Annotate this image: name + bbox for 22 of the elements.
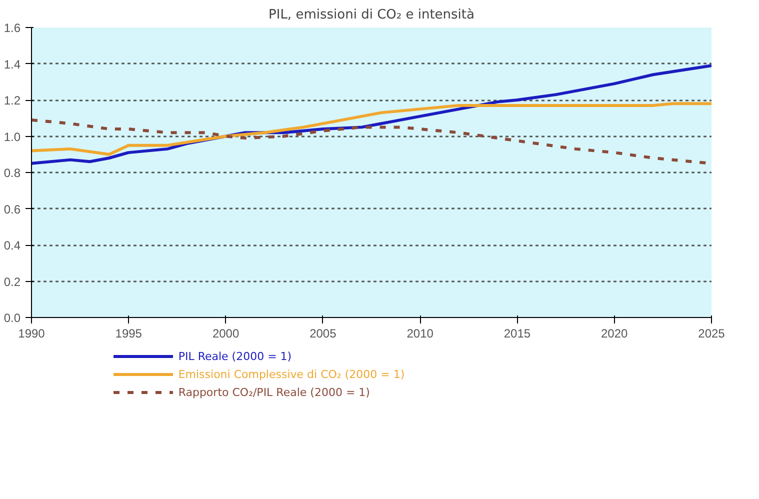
y-tick-label: 1.0 — [4, 130, 21, 144]
x-tick-label: 1995 — [115, 326, 142, 340]
x-tick-label: 2000 — [212, 326, 240, 340]
y-tick-label: 0.6 — [4, 202, 21, 216]
x-tick-label: 2005 — [310, 326, 337, 340]
x-tick-label: 2010 — [406, 326, 434, 340]
x-tick-label: 1990 — [18, 326, 46, 340]
chart-title: PIL, emissioni di CO₂ e intensità — [268, 8, 474, 22]
y-tick-label: 1.6 — [4, 21, 21, 35]
text: PIL Reale (2000 = 1) — [178, 349, 292, 363]
x-tick-label: 2020 — [601, 326, 628, 340]
y-tick-label: 0.2 — [4, 274, 21, 289]
y-tick-label: 0.0 — [4, 311, 21, 325]
text: Emissioni Complessive di CO₂ (2000 = 1) — [178, 367, 405, 381]
line-series — [32, 102, 712, 156]
y-tick-label: 1.2 — [4, 94, 21, 108]
text: Rapporto CO₂/PIL Reale (2000 = 1) — [178, 385, 370, 399]
x-tick-label: 2015 — [504, 326, 531, 340]
x-tick-label: 2025 — [698, 326, 726, 340]
y-tick-label: 0.4 — [4, 238, 21, 252]
y-tick-label: 0.8 — [4, 166, 21, 180]
y-tick-label: 1.4 — [4, 57, 21, 72]
